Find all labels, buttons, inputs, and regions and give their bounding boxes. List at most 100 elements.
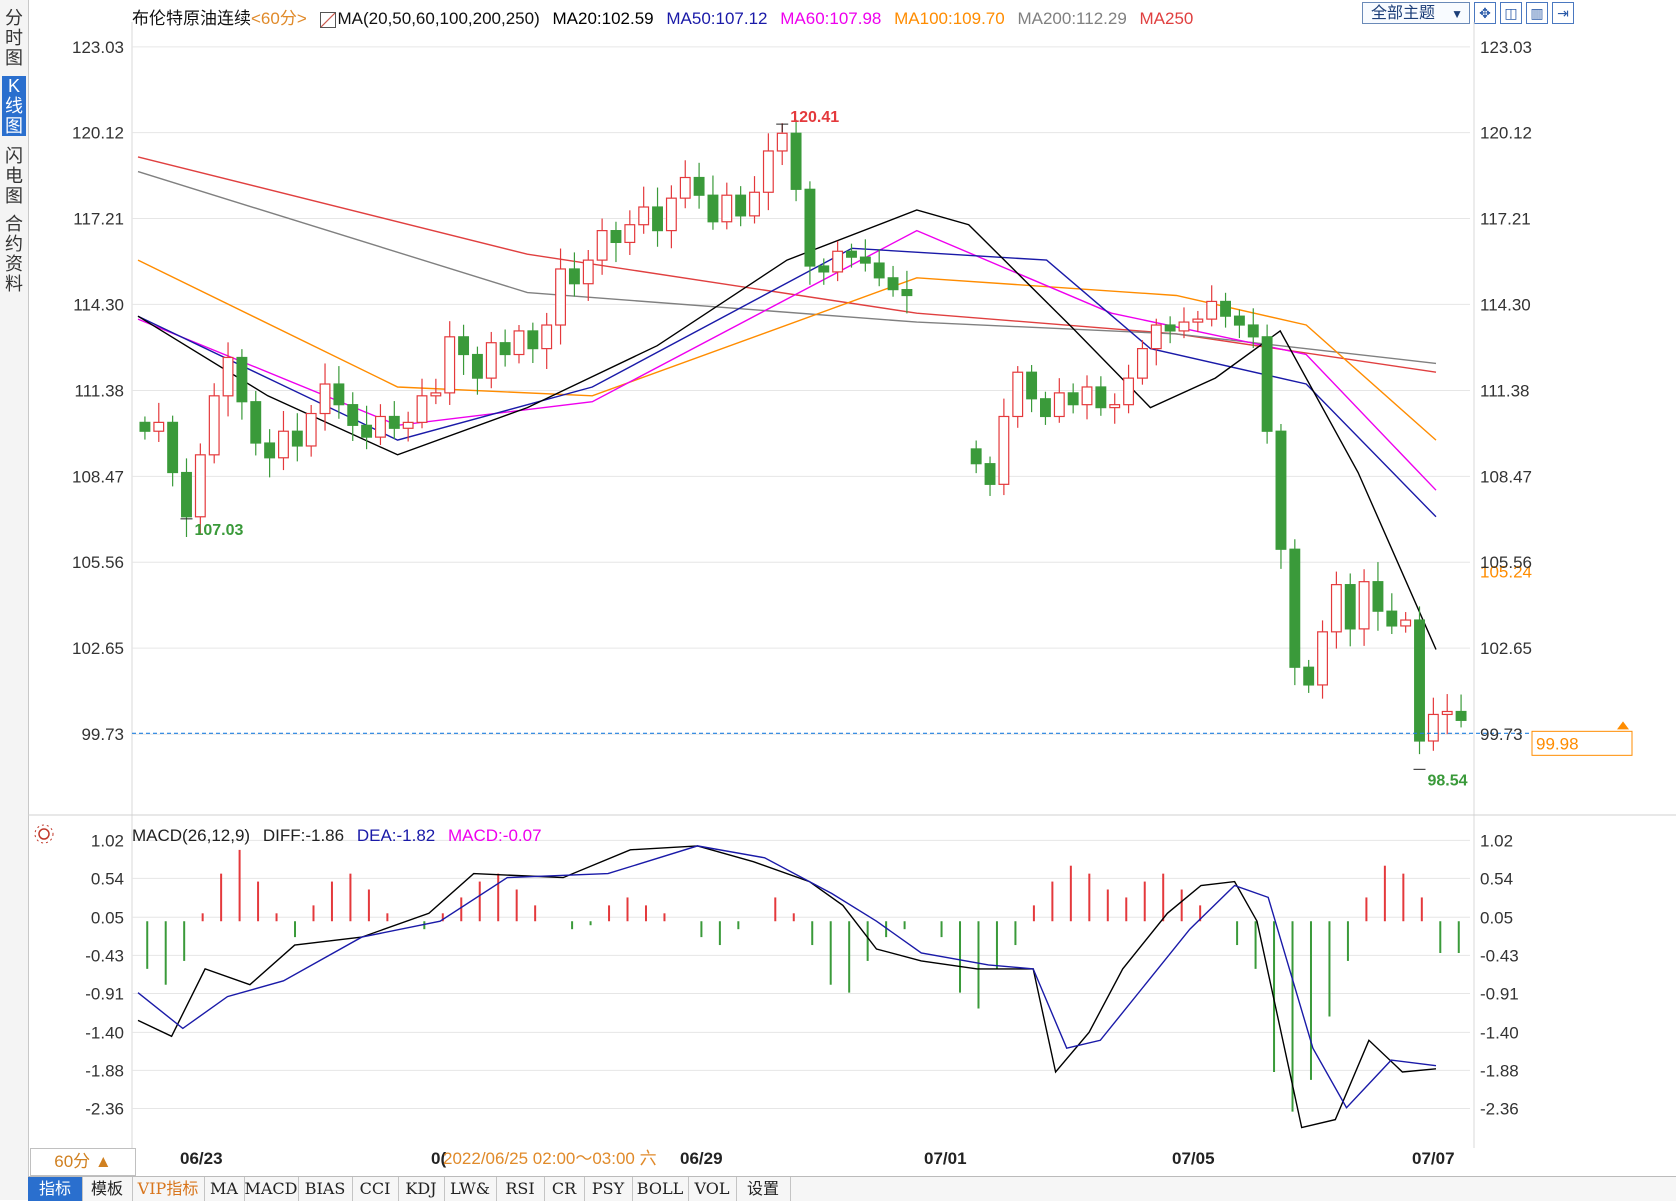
candle <box>568 268 580 285</box>
current-price-label: 99.98 <box>1536 734 1579 753</box>
candle <box>402 421 414 429</box>
price-tick-right: 102.65 <box>1480 639 1532 658</box>
indicator-tab-vip[interactable]: VIP指标 <box>132 1177 205 1201</box>
candle <box>1220 300 1232 317</box>
macd-panel: 1.02 1.02 0.54 0.54 0.05 0.05 -0.43 -0.43 -0.91 -… <box>34 824 1519 1129</box>
macd-tick-right: 1.02 <box>1480 831 1513 850</box>
ma100-line <box>137 259 1437 441</box>
ma-settings-icon[interactable] <box>319 11 336 28</box>
macd-tick-right: 0.54 <box>1480 869 1513 888</box>
indicator-tab-t0[interactable]: 指标 <box>28 1177 83 1201</box>
macd-value: MACD:-0.07 <box>448 826 542 845</box>
layout-2-icon[interactable]: ▥ <box>1526 2 1548 24</box>
layout-1-icon[interactable]: ◫ <box>1500 2 1522 24</box>
candle <box>1317 631 1328 686</box>
candle <box>859 256 871 264</box>
candle <box>139 421 151 432</box>
period-tag[interactable]: <60分> <box>251 9 307 28</box>
time-label: 06/23 <box>180 1149 223 1168</box>
candle <box>1150 324 1162 350</box>
candle <box>970 448 982 465</box>
indicator-tab-t1[interactable]: 模板 <box>82 1177 133 1201</box>
indicator-tab-cci[interactable]: CCI <box>352 1177 399 1201</box>
candle <box>887 277 899 291</box>
indicator-tab-bias[interactable]: BIAS <box>298 1177 353 1201</box>
candle <box>458 336 470 356</box>
candle <box>596 230 608 261</box>
candle <box>1109 404 1121 409</box>
indicator-tab-ma[interactable]: MA <box>204 1177 245 1201</box>
macd-sun-icon <box>34 824 54 844</box>
candle <box>1330 584 1342 633</box>
indicator-tab-boll[interactable]: BOLL <box>632 1177 689 1201</box>
tab-time-chart[interactable]: 分时图 <box>5 8 23 68</box>
macd-tick-left: 0.05 <box>91 908 124 927</box>
candle <box>679 176 691 199</box>
macd-tick-left: -0.43 <box>85 946 124 965</box>
price-tick-left: 117.21 <box>73 210 124 229</box>
macd-tick-left: -2.36 <box>85 1100 124 1119</box>
candle <box>153 421 165 432</box>
macd-tick-left: -1.88 <box>85 1061 124 1080</box>
macd-tick-right: -1.40 <box>1480 1023 1519 1042</box>
candle <box>361 424 373 438</box>
diff-line <box>137 845 1437 1129</box>
candles <box>139 119 1467 755</box>
indicator-tab-kdj[interactable]: KDJ <box>398 1177 445 1201</box>
macd-tick-right: -1.88 <box>1480 1061 1519 1080</box>
candle <box>444 336 456 394</box>
candle <box>222 356 234 397</box>
indicator-tab-macd[interactable]: MACD <box>244 1177 299 1201</box>
candle <box>1164 324 1176 332</box>
indicator-tab-lw[interactable]: LW& <box>444 1177 497 1201</box>
candle <box>278 430 289 459</box>
candle <box>1427 713 1439 742</box>
hover-time-label: 2022/06/25 02:00～03:00 六 <box>443 1149 657 1168</box>
layout-3-icon[interactable]: ⇥ <box>1552 2 1574 24</box>
settings-icon[interactable]: ✥ <box>1474 2 1496 24</box>
theme-select[interactable]: 全部主题 ▼ <box>1362 2 1470 24</box>
candle <box>167 421 179 474</box>
time-label: 07/07 <box>1412 1149 1455 1168</box>
candle <box>1039 398 1051 418</box>
tab-contract-info[interactable]: 合约资料 <box>5 214 23 294</box>
candle <box>984 463 996 485</box>
candle <box>1095 386 1107 409</box>
indicator-tab-rsi[interactable]: RSI <box>496 1177 545 1201</box>
candle <box>1012 371 1024 418</box>
candle <box>388 415 400 429</box>
ma200-value: MA200:112.29 <box>1017 9 1127 28</box>
candle <box>1067 392 1079 406</box>
price-tick-left: 102.65 <box>72 639 124 658</box>
candle <box>582 259 594 285</box>
time-axis: 06/23 0(06/29 07/01 07/05 07/07 2022/06/25 02… <box>180 1149 1455 1168</box>
candle <box>1136 348 1148 379</box>
price-tick-right: 99.73 <box>1480 725 1523 744</box>
indicator-tab-vol[interactable]: VOL <box>688 1177 737 1201</box>
low-label-left: 107.03 <box>194 522 243 539</box>
tab-flash-chart[interactable]: 闪电图 <box>5 146 23 206</box>
ma60-value: MA60:107.98 <box>780 9 882 28</box>
period-button[interactable]: 60分 ▲ <box>30 1148 136 1176</box>
price-axis: 123.03 123.03 120.12 120.12 117.21 117.21 114.… <box>72 38 1532 744</box>
macd-label: MACD(26,12,9) <box>132 826 251 845</box>
moving-averages <box>137 156 1437 650</box>
candle <box>319 383 331 415</box>
macd-tick-left: 0.54 <box>91 869 124 888</box>
indicator-tab-t14[interactable]: 设置 <box>736 1177 791 1201</box>
candle <box>1026 371 1038 400</box>
candle <box>1400 619 1412 627</box>
candle <box>1192 318 1204 323</box>
candle <box>333 383 345 406</box>
candle <box>707 194 719 223</box>
macd-dea: DEA:-1.82 <box>356 826 436 845</box>
indicator-tab-psy[interactable]: PSY <box>584 1177 633 1201</box>
candle <box>471 353 483 379</box>
candle <box>485 342 497 379</box>
candle <box>901 289 913 297</box>
theme-select-value: 全部主题 <box>1371 5 1436 22</box>
indicator-tab-cr[interactable]: CR <box>544 1177 585 1201</box>
ma20-value: MA20:102.59 <box>552 9 654 28</box>
